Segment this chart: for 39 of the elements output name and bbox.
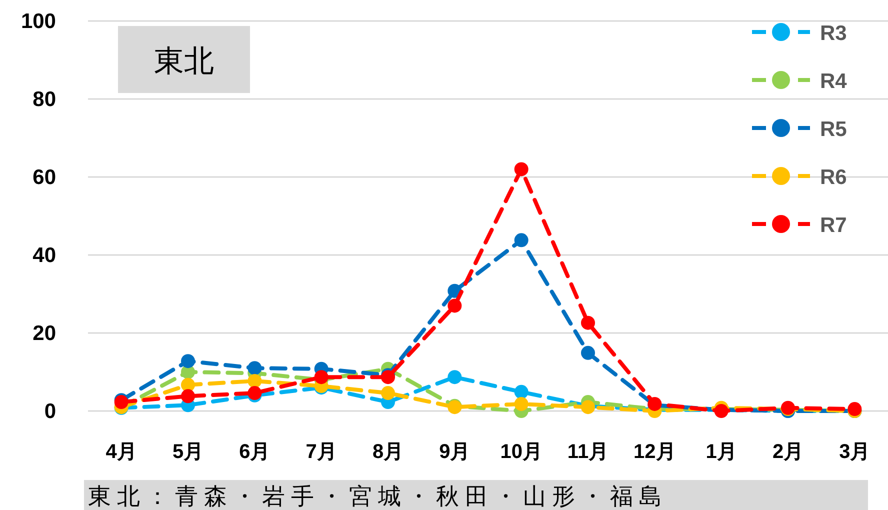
- point: [514, 233, 528, 248]
- point: [248, 374, 262, 388]
- y-tick-label: 80: [32, 88, 56, 111]
- legend-label: R3: [820, 22, 847, 45]
- point: [314, 370, 328, 384]
- point: [248, 361, 262, 376]
- y-tick-label: 100: [20, 10, 56, 33]
- x-tick-label: 12月: [634, 441, 676, 463]
- x-tick-label: 8月: [372, 441, 404, 463]
- legend-label: R7: [820, 214, 847, 237]
- y-tick-label: 40: [32, 244, 56, 267]
- x-tick-label: 3月: [839, 441, 870, 463]
- x-tick-label: 6月: [239, 441, 270, 463]
- text: 東北: [154, 45, 214, 78]
- x-tick-label: 10月: [500, 441, 542, 463]
- legend-label: R5: [820, 118, 848, 141]
- point: [448, 370, 462, 384]
- point: [381, 386, 395, 400]
- y-tick-label: 0: [44, 400, 56, 423]
- point: [581, 316, 595, 330]
- point: [181, 389, 195, 404]
- y-tick-label: 60: [32, 166, 56, 189]
- y-tick-label: 20: [32, 322, 56, 345]
- point: [448, 298, 462, 313]
- point: [181, 354, 195, 368]
- x-tick-label: 11月: [567, 441, 609, 463]
- x-tick-label: 7月: [306, 441, 337, 463]
- x-tick-label: 1月: [706, 441, 737, 463]
- x-tick-label: 4月: [106, 441, 137, 463]
- legend-label: R4: [820, 70, 848, 93]
- point: [514, 396, 528, 411]
- point: [581, 346, 595, 360]
- x-tick-label: 9月: [439, 441, 470, 463]
- x-tick-label: 2月: [772, 441, 804, 463]
- point: [514, 384, 528, 399]
- legend-label: R6: [820, 166, 847, 189]
- point: [514, 162, 528, 176]
- text: 東北：青森・岩手・宮城・秋田・山形・福島: [88, 483, 668, 509]
- x-tick-label: 5月: [172, 441, 204, 463]
